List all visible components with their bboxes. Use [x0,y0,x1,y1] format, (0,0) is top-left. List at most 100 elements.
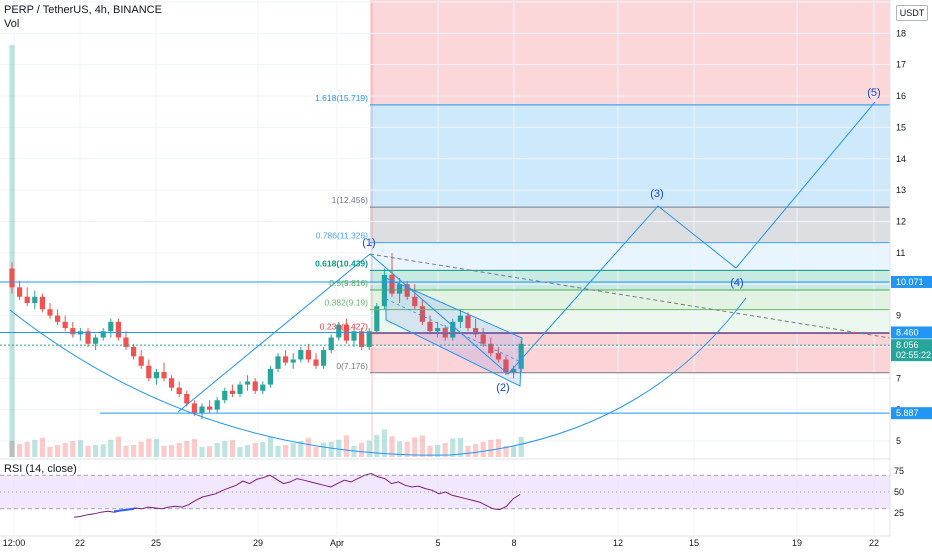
candle [336,324,342,338]
fib-level-label: 1(12.456) [332,195,369,205]
price-tick-label: 18 [896,28,906,38]
rsi-tick-label: 50 [894,487,904,497]
volume-bar [222,441,228,457]
price-marker[interactable]: 10.071 [891,275,932,288]
volume-bar [245,445,251,457]
volume-bar [32,439,38,457]
candle [359,331,365,347]
time-tick-label: Apr [330,538,344,548]
price-tick-label: 7 [896,373,901,383]
volume-bar [435,445,441,457]
volume-bar [412,437,418,457]
volume-bar [503,445,509,457]
volume-bar [108,439,114,457]
candle [100,331,106,338]
rsi-tick-label: 25 [894,508,904,518]
time-tick-label: 25 [151,538,161,548]
volume-bar [229,440,235,457]
price-tick-label: 11 [896,248,905,258]
volume-bar [55,445,61,457]
candle [70,328,76,335]
candles [9,252,524,420]
candle [32,296,38,304]
price-marker-label: 8.460 [896,327,919,337]
candle [290,359,296,363]
volume-bar [184,441,190,457]
candle [488,343,494,354]
candle [153,372,159,379]
volume-bar [457,437,463,457]
price-marker-bg [891,326,932,339]
volume-bar [39,437,45,457]
candle [305,350,311,360]
candle [366,331,372,347]
volume-bar [366,440,372,457]
candle [473,328,479,335]
candle [450,321,456,338]
candle [93,337,99,344]
volume-bar [62,443,68,457]
fib-zone [370,289,890,310]
price-marker-bg [891,275,932,288]
candle [161,372,167,379]
time-tick-label: 22 [869,538,879,548]
candle [214,400,220,410]
fib-zone [370,104,890,208]
volume-bar [260,442,266,457]
volume-bar [480,441,486,457]
volume-bar [427,445,433,457]
candle [9,268,15,288]
candle [207,406,213,410]
volume-bar [47,447,53,457]
volume-bar [275,445,281,457]
volume-bar [419,435,425,457]
price-marker[interactable]: 5.887 [891,407,932,420]
candle [267,368,273,385]
volume-bar [511,446,517,457]
volume-bar [123,445,129,457]
candle [229,390,235,394]
candle [419,306,425,322]
candle [404,284,410,297]
drawings [0,101,891,456]
candle [275,356,281,369]
volume-bar [161,445,167,457]
fib-labels: 1.618(15.719) 1(12.456) 0.786(11.326) 0.618… [315,93,368,371]
price-marker-bg [891,339,932,362]
fib-level-label: 0.382(9.19) [325,298,369,308]
volume-bar [176,443,182,457]
candle [397,284,403,294]
candle [115,321,121,338]
candle [131,346,137,357]
price-marker-label: 5.887 [896,408,919,418]
volume-bar [146,438,152,457]
candle [176,387,182,394]
price-marker[interactable]: 8.460 [891,326,932,339]
volume-bar [442,443,448,457]
candle [55,315,61,322]
candle [191,403,197,413]
fib-zone-top [370,0,890,105]
countdown-label: 02:55:22 [896,350,931,360]
candle [351,331,357,341]
fib-level-label: 0.236(8.427) [320,322,368,332]
currency-badge[interactable]: USDT [896,5,928,21]
candle [169,378,175,388]
volume-bar [465,445,471,457]
trend-line [177,253,371,413]
price-axis: 1817161514131211109876510.0718.4608.0560… [889,0,932,550]
symbol-title: PERP / TetherUS, 4h, BINANCE [4,4,162,16]
volume-bar [313,447,319,457]
rsi-tick-label: 75 [894,466,904,476]
candle [85,331,91,344]
time-tick-label: 22 [75,538,85,548]
candle [412,296,418,307]
candle [495,353,501,360]
volume-bar [473,443,479,457]
volume-bar [397,441,403,457]
price-axis-bg [890,0,932,550]
candle [389,274,395,294]
